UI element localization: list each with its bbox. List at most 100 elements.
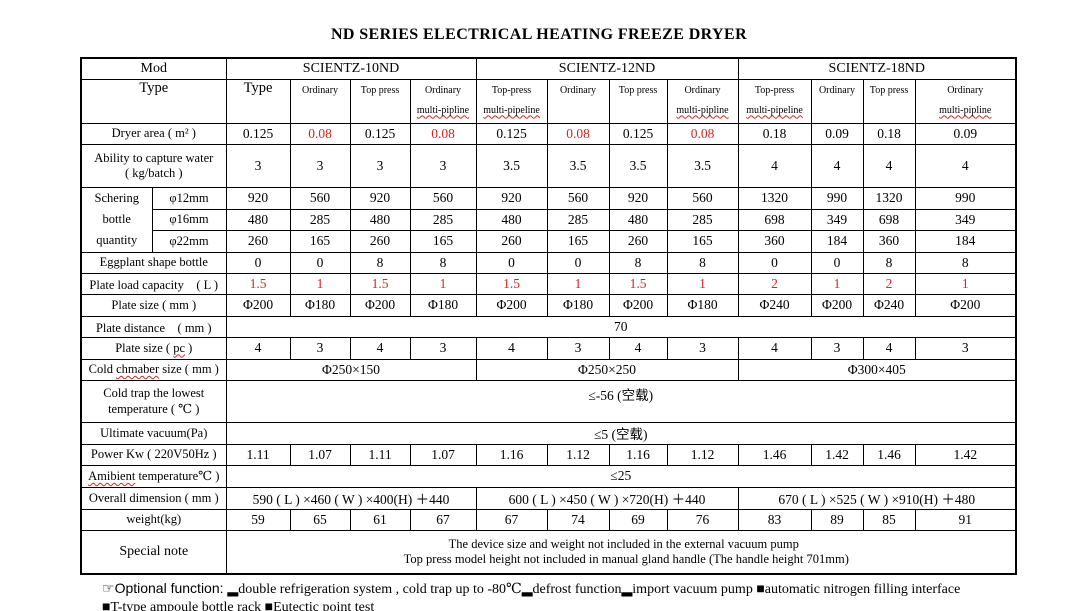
row-label: Special note xyxy=(80,529,227,575)
row-cold-trap: Cold trap the lowest temperature ( ℃ ) ≤… xyxy=(80,379,1017,423)
spec-value-cell: 4 xyxy=(914,143,1017,188)
spec-value-cell: 990 xyxy=(914,186,1017,210)
row-ambient: Amibient temperature℃ ) ≤25 xyxy=(80,464,1017,488)
row-vacuum: Ultimate vacuum(Pa) ≤5 (空载) xyxy=(80,421,1017,445)
row-label: Ultimate vacuum(Pa) xyxy=(80,421,227,445)
spec-value-cell: Φ200 xyxy=(914,293,1017,317)
row-label: Dryer area ( m² ) xyxy=(80,122,227,145)
spec-value-cell: 0.18 xyxy=(862,122,916,145)
spec-value-cell: 260 xyxy=(475,229,548,253)
spec-value-cell: 480 xyxy=(475,208,548,231)
spec-value-cell: 4 xyxy=(608,336,668,360)
schering-sub-label: φ16mm xyxy=(151,208,227,231)
spec-value-cell: 1.16 xyxy=(475,443,548,466)
spec-value-cell: 1.07 xyxy=(289,443,351,466)
spec-value-cell: 165 xyxy=(666,229,739,253)
spec-value-cell: 0.08 xyxy=(666,122,739,145)
type-row-label: Type xyxy=(80,78,227,124)
spec-value-cell: Φ200 xyxy=(608,293,668,317)
spec-value-cell: 1.5 xyxy=(225,272,291,295)
spec-value-cell: 480 xyxy=(608,208,668,231)
spec-value-cell: 1.5 xyxy=(475,272,548,295)
cold-chamber-value: Φ250×150 xyxy=(225,358,477,381)
spec-value-cell: 2 xyxy=(862,272,916,295)
spec-value-cell: 3.5 xyxy=(666,143,739,188)
spec-value-cell: 3 xyxy=(225,143,291,188)
spec-table: Mod SCIENTZ-10ND SCIENTZ-12ND SCIENTZ-18… xyxy=(80,57,1018,575)
spec-value-cell: 67 xyxy=(475,508,548,531)
row-plate-size-mm: Plate size ( mm ) Φ200 Φ180 Φ200 Φ180 Φ200 Φ1… xyxy=(80,293,1017,317)
footer-line-2: ■T-type ampoule bottle rack ■Eutectic po… xyxy=(102,600,375,611)
spec-value-cell: 3.5 xyxy=(546,143,610,188)
cold-chamber-value: Φ250×250 xyxy=(475,358,739,381)
spec-value-cell: 1.5 xyxy=(608,272,668,295)
optional-function-note: ☞Optional function: ▂double refrigeratio… xyxy=(102,579,1078,611)
spec-value-cell: 8 xyxy=(914,251,1017,274)
spec-value-cell: 920 xyxy=(349,186,411,210)
spec-value-cell: 4 xyxy=(349,336,411,360)
spec-value-cell: Φ180 xyxy=(289,293,351,317)
spec-value-cell: 4 xyxy=(475,336,548,360)
type-col-header: Top press xyxy=(862,78,916,124)
type-col-header: Top press xyxy=(608,78,668,124)
spec-value-cell: 0 xyxy=(810,251,864,274)
spec-value-cell: 560 xyxy=(666,186,739,210)
spec-value-cell: 260 xyxy=(608,229,668,253)
spec-value-cell: 76 xyxy=(666,508,739,531)
spec-value-cell: 3 xyxy=(289,336,351,360)
spec-value-cell: 4 xyxy=(225,336,291,360)
spec-value-cell: 3.5 xyxy=(475,143,548,188)
spec-value-cell: 3 xyxy=(409,336,477,360)
footer-line-1: ☞Optional function: ▂double refrigeratio… xyxy=(102,579,1078,599)
spec-value-cell: 1.46 xyxy=(862,443,916,466)
type-col-header: Type xyxy=(225,78,291,124)
spec-value-cell: 0.125 xyxy=(349,122,411,145)
spec-value-cell: Φ200 xyxy=(810,293,864,317)
spec-value-cell: 184 xyxy=(914,229,1017,253)
spec-value-cell: 560 xyxy=(289,186,351,210)
model-scientz-18nd: SCIENTZ-18ND xyxy=(737,57,1017,80)
spec-value-cell: 1 xyxy=(666,272,739,295)
spec-value-cell: 0 xyxy=(289,251,351,274)
schering-label: Schering bottle quantity xyxy=(80,186,153,253)
spec-value-cell: 1.16 xyxy=(608,443,668,466)
spec-value-cell: 61 xyxy=(349,508,411,531)
type-col-header: Ordinary xyxy=(289,78,351,124)
spec-value-cell: 8 xyxy=(608,251,668,274)
spec-value-cell: 1.12 xyxy=(546,443,610,466)
spec-value-cell: 285 xyxy=(409,208,477,231)
spec-value-cell: 0.125 xyxy=(475,122,548,145)
row-dryer-area: Dryer area ( m² ) 0.125 0.08 0.125 0.08 0.12… xyxy=(80,122,1017,145)
spec-value-cell: 8 xyxy=(349,251,411,274)
row-schering-d12: Schering bottle quantity φ12mm 920 560 920… xyxy=(80,186,1017,253)
pointing-hand-icon: ☞ xyxy=(102,581,115,597)
row-label: Overall dimension ( mm ) xyxy=(80,486,227,510)
page-title: ND SERIES ELECTRICAL HEATING FREEZE DRYE… xyxy=(330,26,748,43)
spec-value-cell: 0 xyxy=(737,251,812,274)
row-label: Plate load capacity ( L ) xyxy=(80,272,227,295)
row-label: Ability to capture water ( kg/batch ) xyxy=(80,143,227,188)
spec-value-cell: 349 xyxy=(914,208,1017,231)
spec-value-cell: 0.08 xyxy=(546,122,610,145)
spec-value-cell: 1 xyxy=(409,272,477,295)
spec-value-cell: 1 xyxy=(810,272,864,295)
spec-value-cell: 3 xyxy=(349,143,411,188)
row-label: Power Kw ( 220V50Hz ) xyxy=(80,443,227,466)
overall-dimension-value: 600 ( L ) ×450 ( W ) ×720(H) ＋440 xyxy=(475,486,739,510)
spec-value-cell: 285 xyxy=(666,208,739,231)
spec-value-cell: 0.18 xyxy=(737,122,812,145)
row-weight: weight(kg) 59 65 61 67 67 74 69 76 83 89 85 91 xyxy=(80,508,1017,531)
overall-dimension-value: 590 ( L ) ×460 ( W ) ×400(H) ＋440 xyxy=(225,486,477,510)
spec-value-cell: Φ180 xyxy=(409,293,477,317)
spec-value-cell: 4 xyxy=(862,143,916,188)
spec-value-cell: 91 xyxy=(914,508,1017,531)
type-col-header: Top-press multi-pipeline xyxy=(475,78,548,124)
spec-value-cell: 4 xyxy=(862,336,916,360)
spec-value-cell: 3 xyxy=(409,143,477,188)
overall-dimension-value: 670 ( L ) ×525 ( W ) ×910(H) ＋480 xyxy=(737,486,1017,510)
spec-value-cell: Φ240 xyxy=(862,293,916,317)
row-plate-distance: Plate distance ( mm ) 70 xyxy=(80,315,1017,338)
row-label: Cold trap the lowest temperature ( ℃ ) xyxy=(80,379,227,423)
row-power: Power Kw ( 220V50Hz ) 1.11 1.07 1.11 1.07 1.… xyxy=(80,443,1017,466)
